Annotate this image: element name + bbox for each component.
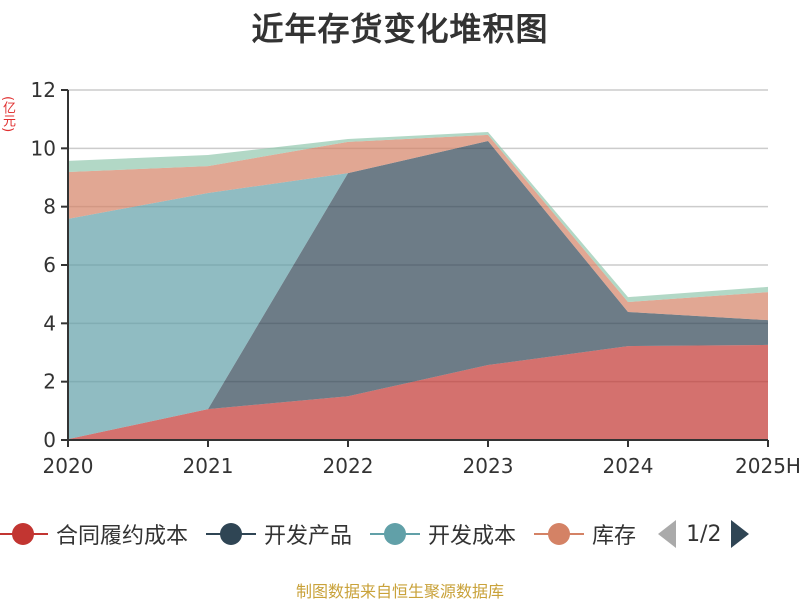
legend-label: 库存 xyxy=(592,524,637,549)
legend-item-development-cost[interactable]: 开发成本 xyxy=(370,518,516,550)
svg-text:10: 10 xyxy=(31,136,56,160)
legend-next-page-icon[interactable] xyxy=(731,520,750,548)
legend-marker-icon xyxy=(534,522,585,546)
legend-item-contract-cost[interactable]: 合同履约成本 xyxy=(0,518,188,550)
axes: 0 2 4 6 8 10 12 2020 2021 2022 2023 2024 2025H xyxy=(31,78,800,478)
legend-page-indicator: 1/2 xyxy=(686,521,722,547)
legend-marker-icon xyxy=(0,522,48,546)
chart-title: 近年存货变化堆积图 xyxy=(251,10,549,48)
svg-text:2025H: 2025H xyxy=(735,454,800,478)
svg-text:8: 8 xyxy=(43,195,56,219)
legend-label: 开发产品 xyxy=(264,524,353,549)
legend-label: 合同履约成本 xyxy=(56,524,189,549)
y-axis-unit: (亿元) xyxy=(0,96,15,133)
svg-text:4: 4 xyxy=(43,311,56,335)
svg-text:6: 6 xyxy=(43,253,56,277)
area-series-1 xyxy=(68,141,768,440)
area-series-3 xyxy=(68,134,768,321)
svg-text:2024: 2024 xyxy=(603,454,654,478)
area-series xyxy=(68,132,768,440)
area-series-4 xyxy=(68,132,768,303)
svg-text:2: 2 xyxy=(43,370,56,394)
stacked-area-chart: 0 2 4 6 8 10 12 2020 2021 2022 2023 2024 2025H xyxy=(31,78,800,478)
data-source-note: 制图数据来自恒生聚源数据库 xyxy=(295,582,504,601)
svg-text:2020: 2020 xyxy=(43,454,94,478)
legend-marker-icon xyxy=(206,522,257,546)
legend-marker-icon xyxy=(370,522,421,546)
area-series-0 xyxy=(68,344,768,440)
legend-prev-page-icon[interactable] xyxy=(658,520,677,548)
svg-text:12: 12 xyxy=(31,78,56,102)
svg-text:0: 0 xyxy=(43,428,56,452)
legend-label: 开发成本 xyxy=(428,524,517,549)
legend-pager: 1/2 xyxy=(658,520,750,548)
legend-item-developed-products[interactable]: 开发产品 xyxy=(206,518,352,550)
svg-text:2021: 2021 xyxy=(183,454,234,478)
svg-text:2023: 2023 xyxy=(463,454,514,478)
area-series-2 xyxy=(68,141,768,440)
legend-item-inventory[interactable]: 库存 xyxy=(534,518,636,550)
svg-text:2022: 2022 xyxy=(323,454,374,478)
legend: 合同履约成本 开发产品 开发成本 库存 1/2 xyxy=(0,516,800,552)
